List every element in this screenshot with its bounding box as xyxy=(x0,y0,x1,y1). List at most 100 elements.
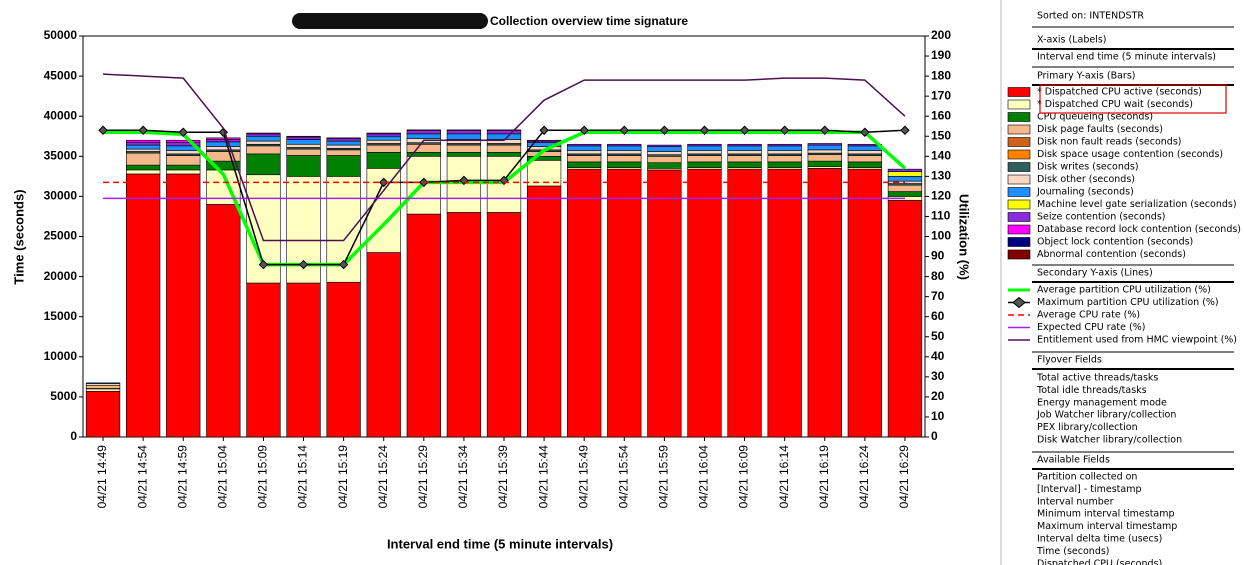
x-tick-label: 04/21 16:19 xyxy=(817,445,831,509)
bar-segment xyxy=(847,145,882,151)
bar-segment xyxy=(326,155,361,177)
panel-text: Interval end time (5 minute intervals) xyxy=(1037,52,1216,63)
x-tick-label: 04/21 15:54 xyxy=(616,445,630,509)
x-tick-label: 04/21 16:29 xyxy=(897,445,911,509)
line-marker xyxy=(739,125,750,135)
bar-segment xyxy=(206,139,241,143)
bar-segment xyxy=(286,148,321,156)
bar-segment xyxy=(286,282,321,438)
bar-segment xyxy=(607,150,642,155)
legend-swatch xyxy=(1007,162,1031,172)
x-tick-label: 04/21 14:59 xyxy=(175,445,189,509)
bar-segment xyxy=(767,155,802,163)
bar-segment xyxy=(246,282,281,438)
y2-tick-label: 190 xyxy=(931,48,951,62)
y2-tick-label: 170 xyxy=(931,88,951,102)
bar-segment xyxy=(326,144,361,149)
bar-segment xyxy=(727,168,762,438)
bar-segment xyxy=(126,152,161,166)
y2-tick-label: 200 xyxy=(931,28,951,42)
bar-segment xyxy=(567,150,602,155)
bar-segment xyxy=(366,144,401,153)
bar-segment xyxy=(366,135,401,141)
legend-marker xyxy=(1012,296,1026,309)
y2-tick-label: 30 xyxy=(931,369,945,383)
panel-text: Energy management mode xyxy=(1037,397,1167,408)
y-axis-label: Time (seconds) xyxy=(11,189,26,284)
y-tick-label: 25000 xyxy=(44,229,78,243)
panel-heading: Primary Y-axis (Bars) xyxy=(1037,71,1136,82)
y2-tick-label: 120 xyxy=(931,189,951,203)
x-axis-label: Interval end time (5 minute intervals) xyxy=(387,536,613,551)
bar-segment xyxy=(366,139,401,144)
line-marker xyxy=(619,125,629,135)
bar-segment xyxy=(567,168,602,438)
bar-segment xyxy=(727,155,762,163)
legend-swatch xyxy=(1007,112,1031,122)
panel-text: Disk Watcher library/collection xyxy=(1037,435,1182,446)
bar-segment xyxy=(486,129,522,131)
bar-segment xyxy=(647,144,682,147)
y-tick-label: 40000 xyxy=(44,108,78,122)
bar-segment xyxy=(206,137,241,140)
bar-segment xyxy=(326,140,361,146)
bar-segment xyxy=(366,151,401,169)
bar-segment xyxy=(607,155,642,163)
legend-swatch xyxy=(1007,237,1031,247)
x-tick-label: 04/21 15:29 xyxy=(416,445,430,509)
bar-segment xyxy=(406,133,441,139)
bar-segment xyxy=(767,143,802,147)
bar-segment xyxy=(887,184,923,192)
panel-heading: Secondary Y-axis (Lines) xyxy=(1037,268,1153,279)
y2-tick-label: 0 xyxy=(931,429,938,443)
legend-label: Average CPU rate (%) xyxy=(1037,310,1140,321)
x-tick-label: 04/21 15:44 xyxy=(536,445,550,509)
bar-segment xyxy=(206,141,241,147)
bar-segment xyxy=(767,161,802,168)
panel-text: Time (seconds) xyxy=(1036,546,1110,557)
bar-segment xyxy=(246,133,281,137)
legend-label: Disk page faults (seconds) xyxy=(1037,124,1163,135)
bar-segment xyxy=(887,176,923,182)
bar-segment xyxy=(366,133,401,137)
bar-segment xyxy=(486,130,522,135)
bar-segment xyxy=(727,143,762,147)
bar-segment xyxy=(246,135,281,142)
bar-segment xyxy=(847,161,882,168)
y2-tick-label: 110 xyxy=(931,209,951,223)
bar-segment xyxy=(166,173,201,438)
bar-segment xyxy=(126,144,161,150)
y2-tick-label: 70 xyxy=(931,289,945,303)
bar-segment xyxy=(807,149,842,154)
bar-segment xyxy=(807,154,842,162)
bar-segment xyxy=(446,144,482,153)
bar-segment xyxy=(406,213,441,438)
y-tick-label: 10000 xyxy=(44,349,78,363)
y2-tick-label: 10 xyxy=(931,409,945,423)
bar-segment xyxy=(446,212,482,438)
legend-label: Machine level gate serialization (second… xyxy=(1037,199,1237,210)
bar-segment xyxy=(727,150,762,155)
panel-text: [Interval] - timestamp xyxy=(1037,484,1142,495)
bar-segment xyxy=(647,162,682,169)
y-tick-label: 35000 xyxy=(44,148,78,162)
bar-segment xyxy=(126,148,161,152)
y2-tick-label: 50 xyxy=(931,329,945,343)
bar-segment xyxy=(847,155,882,163)
bar-segment xyxy=(85,384,121,389)
bar-segment xyxy=(126,142,161,146)
bar-segment xyxy=(567,155,602,163)
bar-segment xyxy=(807,144,842,151)
y2-tick-label: 160 xyxy=(931,108,951,122)
bar-segment xyxy=(85,390,121,438)
line-marker xyxy=(779,125,790,135)
bar-segment xyxy=(326,138,361,142)
legend-label: Expected CPU rate (%) xyxy=(1037,322,1145,333)
selection-box xyxy=(1039,84,1227,114)
line-marker xyxy=(539,125,549,135)
bar-segment xyxy=(366,132,401,135)
bar-segment xyxy=(687,150,722,155)
bar-segment xyxy=(607,168,642,438)
x-tick-label: 04/21 15:14 xyxy=(296,445,310,509)
y2-axis-label: Utilization (%) xyxy=(957,194,972,280)
